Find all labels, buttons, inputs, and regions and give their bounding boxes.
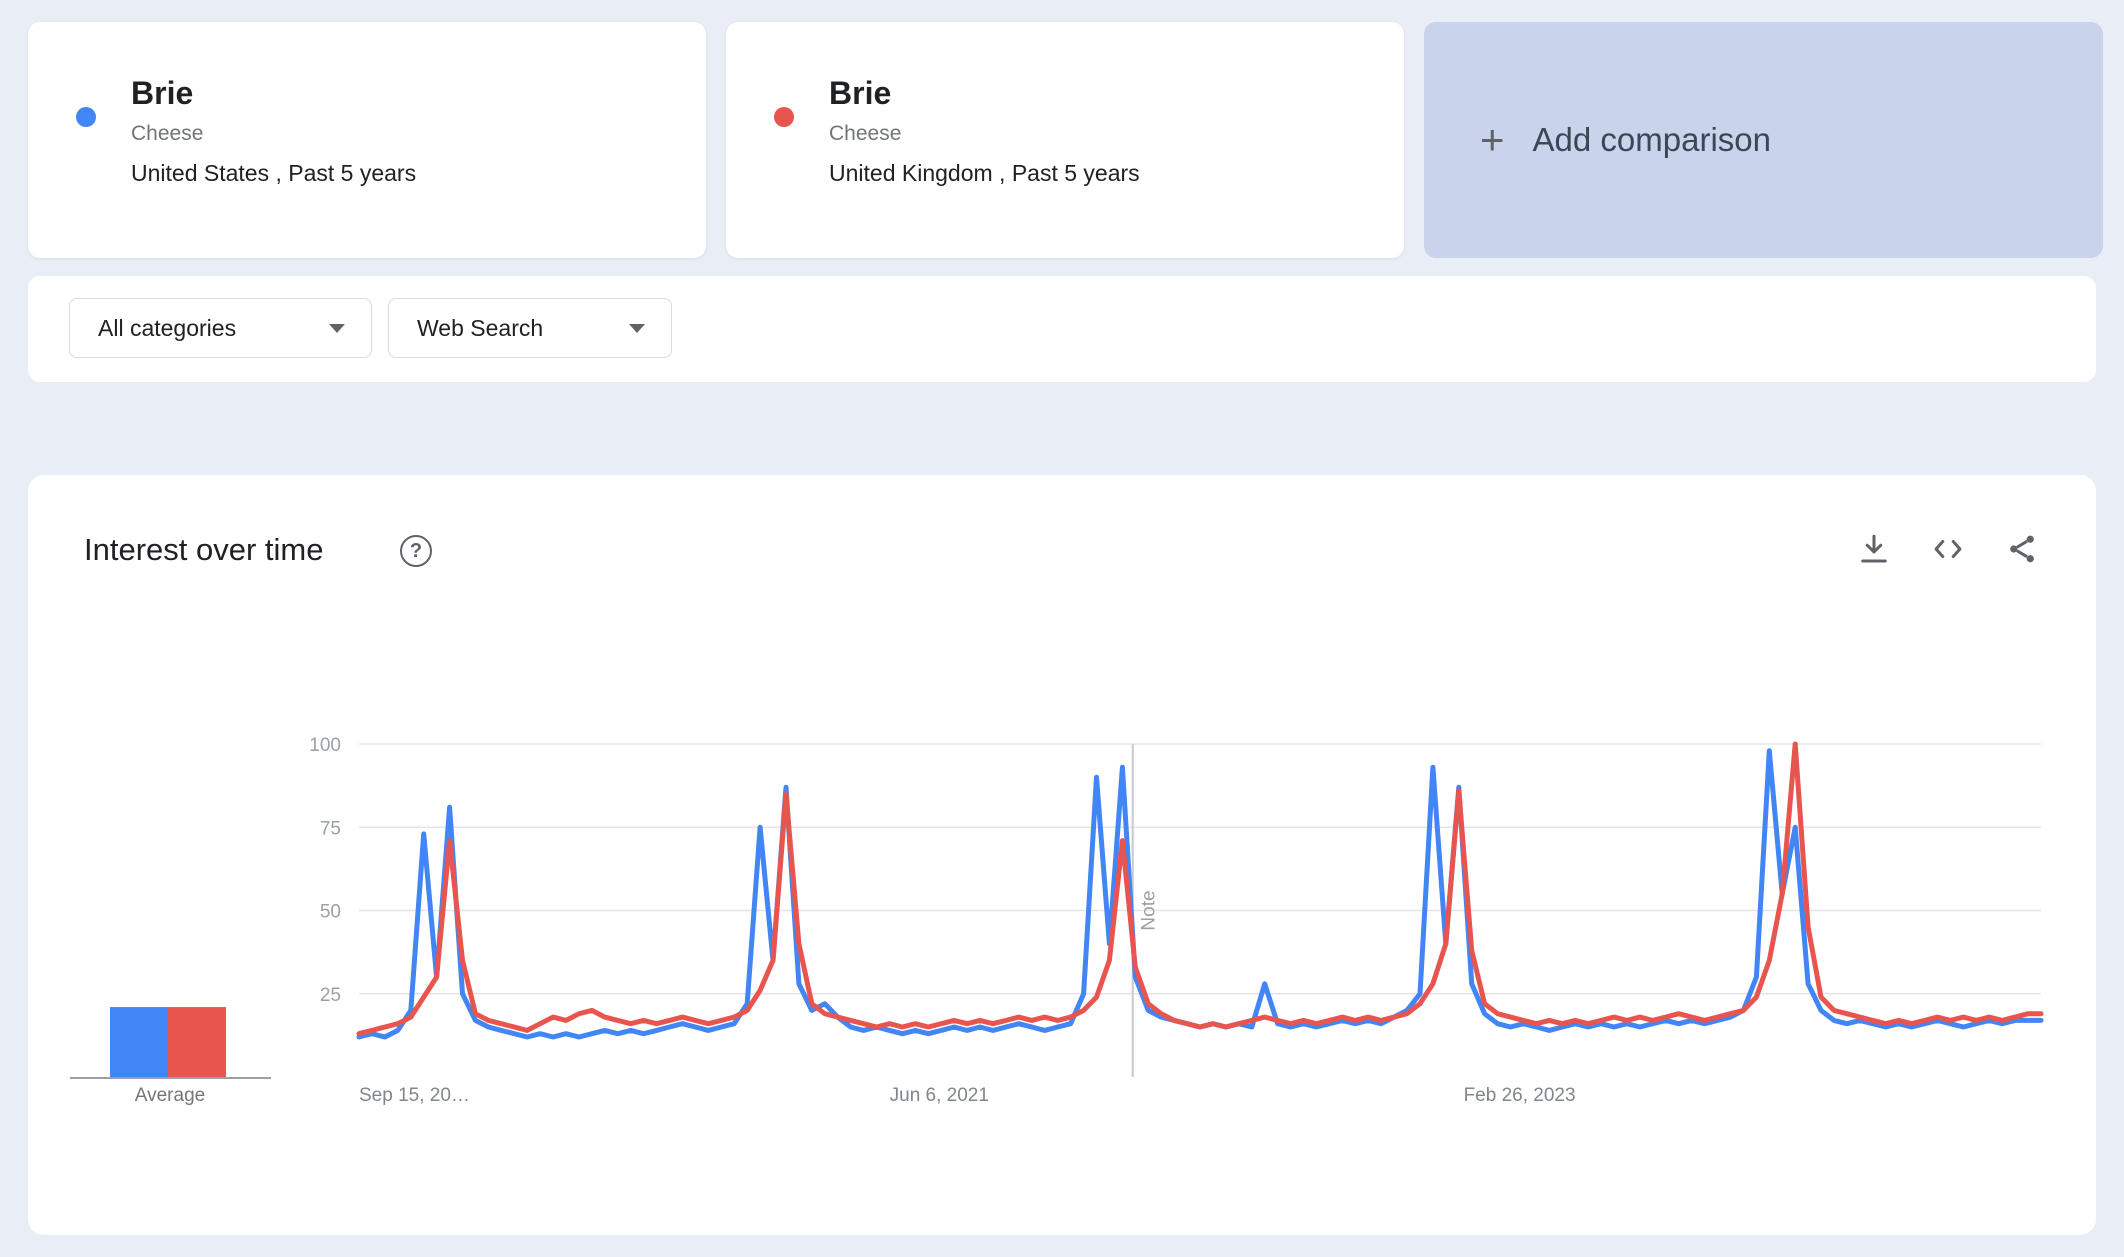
term-name: Brie (131, 75, 194, 111)
term-scope: United States , Past 5 years (131, 160, 417, 186)
category-dropdown-label: All categories (98, 314, 237, 341)
category-dropdown[interactable]: All categories (69, 298, 372, 358)
svg-text:Average: Average (135, 1085, 205, 1106)
embed-button[interactable] (1930, 531, 1966, 567)
plus-icon: + (1480, 116, 1505, 163)
search-type-dropdown[interactable]: Web Search (388, 298, 672, 358)
filter-bar: All categories Web Search (28, 276, 2096, 382)
svg-text:Sep 15, 20…: Sep 15, 20… (359, 1085, 470, 1106)
chevron-down-icon (329, 323, 345, 333)
download-button[interactable] (1856, 531, 1892, 567)
term-scope: United Kingdom , Past 5 years (829, 160, 1140, 186)
search-type-dropdown-label: Web Search (417, 314, 544, 341)
term-subtitle: Cheese (829, 122, 902, 145)
svg-text:75: 75 (320, 818, 341, 839)
interest-over-time-card: 25 50 75 100 Note Sep 15, 20… Jun 6, 2021 Feb 2… (28, 475, 2096, 1235)
comparison-cards-row: Brie Cheese United States , Past 5 years… (28, 22, 2103, 258)
add-comparison-button[interactable]: + Add comparison (1424, 22, 2103, 258)
chevron-down-icon (629, 323, 645, 333)
add-comparison-label: Add comparison (1532, 121, 1771, 158)
svg-text:Feb 26, 2023: Feb 26, 2023 (1464, 1085, 1576, 1106)
share-button[interactable] (2004, 531, 2040, 567)
term-info: Brie Cheese United Kingdom , Past 5 year… (829, 74, 1140, 187)
comparison-card-uk[interactable]: Brie Cheese United Kingdom , Past 5 year… (726, 22, 1404, 258)
svg-text:Note: Note (1139, 890, 1160, 930)
svg-text:100: 100 (309, 735, 341, 756)
term-info: Brie Cheese United States , Past 5 years (131, 74, 416, 187)
svg-text:50: 50 (320, 902, 341, 923)
help-icon[interactable]: ? (400, 535, 432, 567)
interest-over-time-chart[interactable]: 25 50 75 100 Note Sep 15, 20… Jun 6, 2021 Feb 2… (28, 475, 2096, 1235)
svg-text:Jun 6, 2021: Jun 6, 2021 (890, 1085, 989, 1106)
term-name: Brie (829, 75, 892, 111)
chart-title: Interest over time (84, 532, 324, 567)
chart-actions (1856, 531, 2040, 567)
download-icon (1861, 534, 1887, 563)
embed-icon (1934, 540, 1962, 558)
svg-text:25: 25 (320, 985, 341, 1006)
series-color-dot-us (76, 107, 96, 127)
comparison-card-us[interactable]: Brie Cheese United States , Past 5 years (28, 22, 706, 258)
series-color-dot-uk (774, 107, 794, 127)
share-icon (2010, 535, 2034, 563)
term-subtitle: Cheese (131, 122, 204, 145)
